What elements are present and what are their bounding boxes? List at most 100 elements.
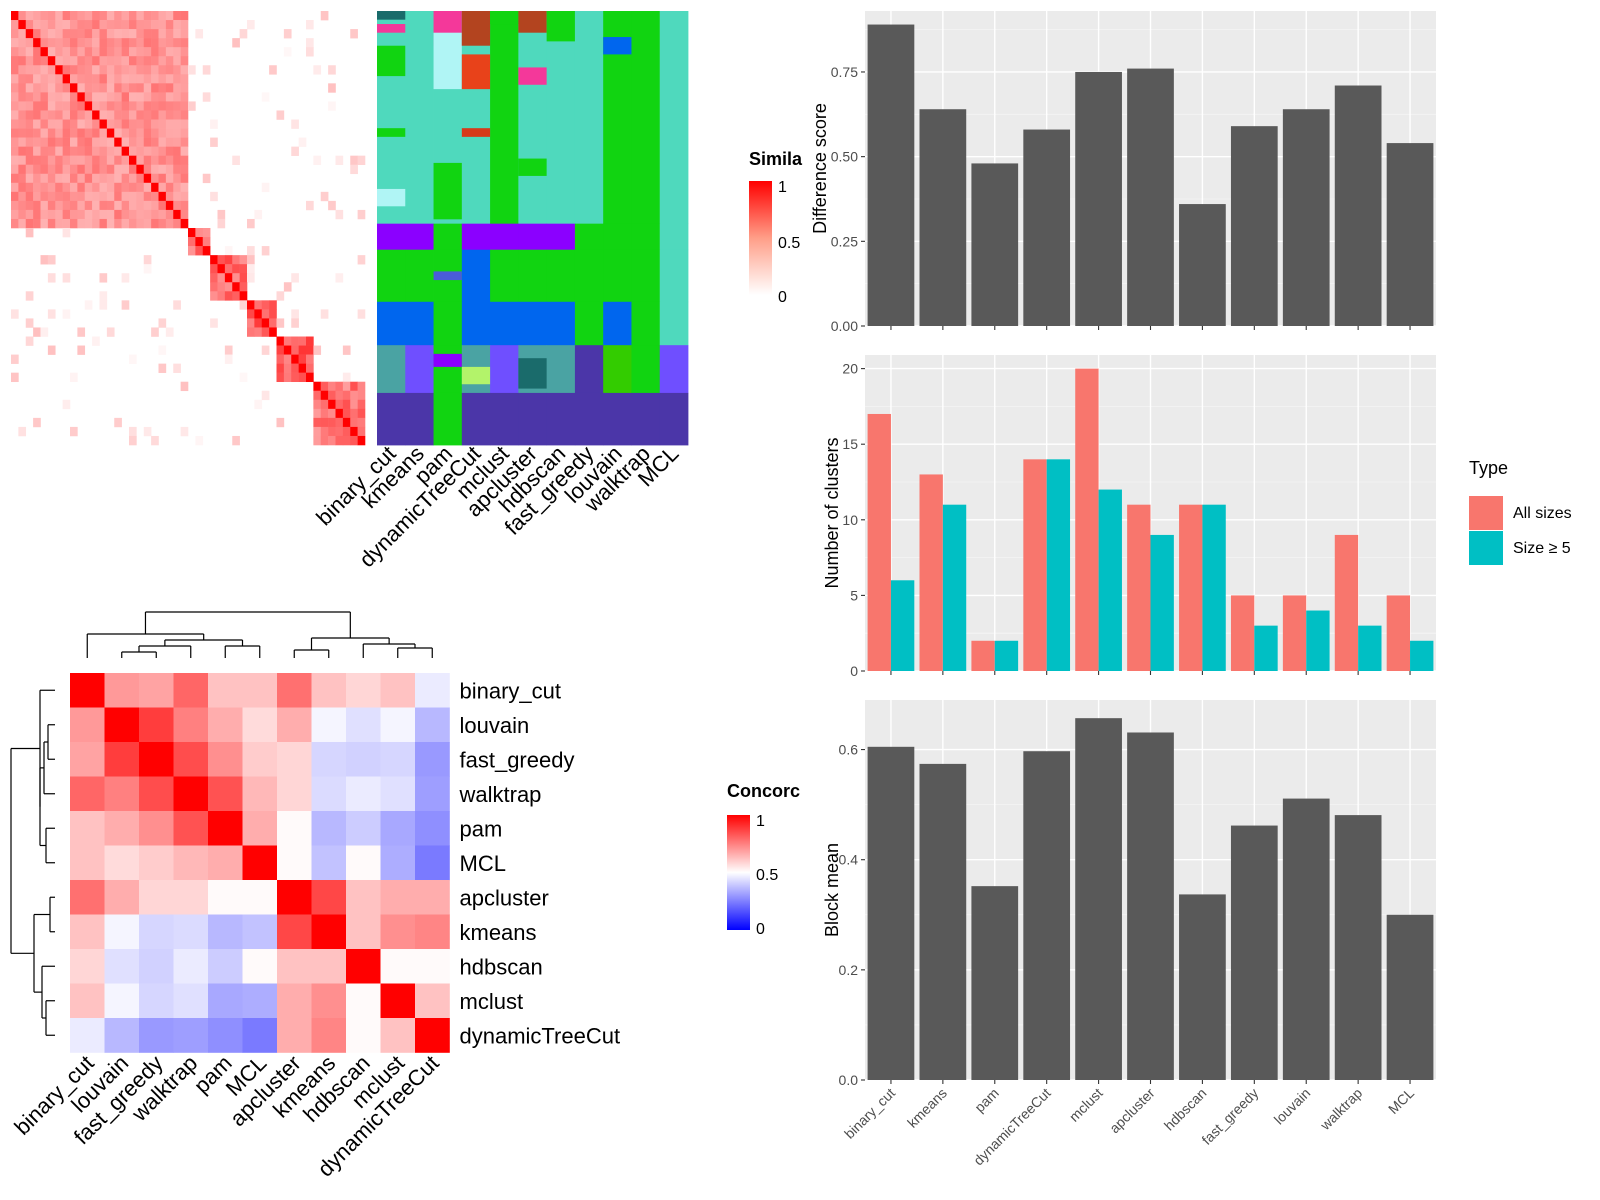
similarity-cell <box>92 92 100 102</box>
similarity-cell <box>291 119 299 129</box>
concordance-cell <box>104 673 140 708</box>
similarity-cell <box>261 300 270 310</box>
similarity-cell <box>62 128 71 138</box>
similarity-cell <box>77 101 86 111</box>
similarity-cell <box>202 173 211 184</box>
bar-size-5 <box>1254 625 1278 671</box>
similarity-cell <box>165 29 174 39</box>
similarity-cell <box>18 65 27 75</box>
y-tick-label: 15 <box>842 436 858 452</box>
similarity-cell <box>342 417 351 428</box>
similarity-cell <box>106 146 115 156</box>
similarity-cell <box>121 65 130 75</box>
similarity-cell <box>136 83 145 93</box>
similarity-cell <box>224 291 233 301</box>
similarity-cell <box>62 119 71 129</box>
similarity-cell <box>40 29 49 39</box>
similarity-cell <box>106 11 115 21</box>
similarity-cell <box>106 110 115 120</box>
concordance-cell <box>104 1018 140 1053</box>
number-of-clusters-chart: 0 5 10 15 20 Number of clusters <box>822 355 1436 679</box>
concordance-cell <box>346 845 381 881</box>
similarity-cell <box>165 74 174 84</box>
similarity-cell <box>25 182 34 193</box>
row-dendrogram <box>10 689 55 1036</box>
similarity-cell <box>55 146 63 156</box>
concordance-cell <box>104 880 140 915</box>
similarity-cell <box>276 336 285 346</box>
similarity-cell <box>11 83 19 93</box>
similarity-cell <box>151 47 159 57</box>
similarity-cell <box>84 300 93 310</box>
similarity-cell <box>92 56 100 66</box>
similarity-cell <box>62 182 71 193</box>
similarity-cell <box>335 417 344 428</box>
similarity-cell <box>180 11 189 21</box>
similarity-cell <box>18 119 27 129</box>
similarity-cell <box>84 128 93 138</box>
similarity-cell <box>173 300 181 310</box>
similarity-cell <box>247 246 255 256</box>
membership-block <box>433 301 463 346</box>
similarity-cell <box>165 200 174 211</box>
similarity-cell <box>11 354 19 364</box>
concordance-cell <box>139 949 174 984</box>
similarity-cell <box>151 164 159 175</box>
similarity-cell <box>47 146 56 156</box>
similarity-cell <box>18 110 27 120</box>
similarity-cell <box>143 255 152 265</box>
membership-block <box>377 249 406 303</box>
bar <box>1230 126 1278 327</box>
similarity-cell <box>173 11 181 21</box>
similarity-cell <box>129 128 137 138</box>
similarity-cell <box>158 345 167 355</box>
y-axis-title: Block mean <box>822 843 842 937</box>
similarity-cell <box>320 390 329 401</box>
similarity-cell <box>136 164 145 175</box>
similarity-cell <box>158 29 167 39</box>
similarity-cell <box>276 363 285 373</box>
similarity-cell <box>106 47 115 57</box>
similarity-cell <box>40 209 49 220</box>
similarity-cell <box>114 218 122 229</box>
similarity-cell <box>99 191 108 202</box>
similarity-cell <box>33 182 41 193</box>
similarity-cell <box>350 399 358 410</box>
similarity-cell <box>136 92 145 102</box>
concordance-cell <box>311 914 347 950</box>
similarity-cell <box>18 191 27 202</box>
concordance-row-label: kmeans <box>460 920 537 945</box>
concordance-legend-tick-2: 0.5 <box>756 867 778 884</box>
similarity-cell <box>40 182 49 193</box>
similarity-cell <box>11 191 19 202</box>
similarity-cell <box>357 309 366 319</box>
similarity-cell <box>114 38 122 48</box>
similarity-cell <box>350 155 358 166</box>
similarity-cell <box>18 173 27 184</box>
concordance-cell <box>242 983 278 1019</box>
concordance-cell <box>139 811 174 846</box>
concordance-cell <box>70 776 105 812</box>
similarity-cell <box>298 363 307 373</box>
similarity-cell <box>173 128 181 138</box>
similarity-cell <box>84 209 93 220</box>
similarity-cell <box>70 92 78 102</box>
bar-all-sizes <box>1075 368 1099 671</box>
similarity-cell <box>158 65 167 75</box>
similarity-cell <box>173 119 181 129</box>
similarity-cell <box>70 426 78 437</box>
similarity-cell <box>18 83 27 93</box>
similarity-cell <box>313 399 322 410</box>
similarity-cell <box>158 209 167 220</box>
similarity-cell <box>99 83 108 93</box>
similarity-cell <box>129 101 137 111</box>
similarity-cell <box>77 74 86 84</box>
membership-stripe <box>518 11 547 33</box>
similarity-cell <box>291 372 299 383</box>
y-tick-label: 0.75 <box>831 64 858 80</box>
similarity-cell <box>136 173 145 184</box>
concordance-cell <box>380 949 416 984</box>
membership-block <box>574 392 604 446</box>
similarity-cell <box>129 47 137 57</box>
similarity-cell <box>33 155 41 166</box>
